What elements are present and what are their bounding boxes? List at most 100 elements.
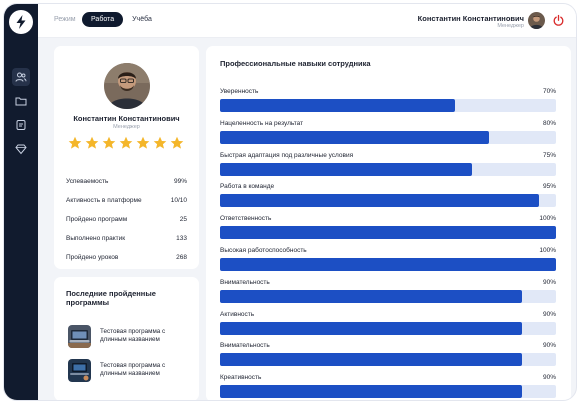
star-icon <box>170 136 184 149</box>
skill-bar-fill <box>220 226 556 240</box>
skill-row: Нацеленность на результат 80% <box>220 120 556 144</box>
stat-label: Выполнено практик <box>66 235 126 242</box>
star-icon <box>153 136 167 149</box>
profile-role: Менеджер <box>113 124 140 130</box>
top-bar: Режим Работа Учёба Константин Константин… <box>38 4 576 38</box>
skill-bar-track <box>220 194 556 208</box>
skill-bar-track <box>220 226 556 240</box>
sidebar-item-documents[interactable] <box>12 116 30 134</box>
stat-row: Пройдено программ 25 <box>66 216 187 226</box>
skill-label: Уверенность <box>220 88 259 95</box>
star-icon <box>119 136 133 149</box>
sidebar-item-users[interactable] <box>12 68 30 86</box>
recent-programs-title: Последние пройденные программы <box>66 289 156 307</box>
stat-label: Пройдено уроков <box>66 254 119 261</box>
skill-bar-fill <box>220 385 523 399</box>
app-frame: Режим Работа Учёба Константин Константин… <box>3 3 577 401</box>
logo-icon[interactable] <box>9 10 33 34</box>
workspace-photo-icon <box>68 359 91 382</box>
stat-label: Активность в платформе <box>66 197 142 204</box>
skill-label: Нацеленность на результат <box>220 119 304 127</box>
skills-card: Профессиональные навыки сотрудника Увере… <box>206 46 571 400</box>
skill-bar-track <box>220 258 556 271</box>
skill-row: Работа в команде 95% <box>220 183 556 208</box>
skill-percent: 70% <box>542 88 556 95</box>
power-button[interactable] <box>552 14 565 27</box>
star-icon <box>85 136 99 149</box>
star-icon <box>68 136 82 149</box>
recent-programs-card: Последние пройденные программы Тестовая … <box>54 277 199 400</box>
document-icon <box>16 120 26 130</box>
skill-bar-fill <box>220 258 556 271</box>
skill-percent: 90% <box>542 310 556 318</box>
skill-label: Креативность <box>220 374 262 382</box>
stat-value: 268 <box>176 254 187 261</box>
skill-percent: 95% <box>542 183 556 191</box>
stat-value: 25 <box>179 216 187 223</box>
stat-row: Пройдено уроков 268 <box>66 254 187 264</box>
skill-bar-track <box>220 321 556 335</box>
skill-label: Быстрая адаптация под различные условия <box>220 151 354 159</box>
skill-bar-fill <box>220 321 523 335</box>
sidebar-item-folder[interactable] <box>12 92 30 110</box>
skill-label: Активность <box>220 310 255 318</box>
profile-card: Константин Константинович Менеджер Успев… <box>54 46 199 269</box>
skill-bar-fill <box>220 99 456 112</box>
stat-value: 10/10 <box>170 197 187 204</box>
skill-percent: 90% <box>542 278 556 286</box>
skill-percent: 90% <box>542 374 556 382</box>
stat-label: Пройдено программ <box>66 216 128 223</box>
skill-percent: 100% <box>539 247 556 254</box>
skill-percent: 90% <box>542 342 556 350</box>
skill-label: Внимательность <box>220 278 270 286</box>
program-item[interactable]: Тестовая программа с длинным названием <box>66 359 191 383</box>
skill-bar-track <box>220 162 556 176</box>
mode-study-button[interactable]: Учёба <box>132 16 152 23</box>
program-title: Тестовая программа с длинным названием <box>100 362 166 377</box>
skill-bar-fill <box>220 194 540 208</box>
avatar-photo-icon <box>528 12 545 29</box>
sidebar-item-achievements[interactable] <box>12 140 30 158</box>
skill-row: Креативность 90% <box>220 374 556 399</box>
program-item[interactable]: Тестовая программа с длинным названием <box>66 325 191 349</box>
header-avatar[interactable] <box>528 12 545 29</box>
stat-row: Активность в платформе 10/10 <box>66 197 187 207</box>
profile-avatar <box>104 63 150 109</box>
skill-row: Уверенность 70% <box>220 88 556 112</box>
skill-row: Активность 90% <box>220 311 556 335</box>
stat-value: 133 <box>176 235 187 242</box>
skill-bar-track <box>220 289 556 303</box>
skill-bar-track <box>220 385 556 399</box>
skill-row: Ответственность 100% <box>220 215 556 240</box>
skill-row: Высокая работоспособность 100% <box>220 247 556 271</box>
star-icon <box>102 136 116 149</box>
program-thumbnail <box>68 325 91 348</box>
power-icon <box>553 14 564 26</box>
skills-title: Профессиональные навыки сотрудника <box>220 59 371 68</box>
skill-bar-fill <box>220 289 523 303</box>
rating-stars <box>68 136 184 150</box>
star-icon <box>136 136 150 149</box>
skill-percent: 75% <box>542 151 556 159</box>
skill-row: Внимательность 90% <box>220 342 556 367</box>
skill-percent: 100% <box>539 215 556 223</box>
mode-label: Режим <box>54 16 76 23</box>
stat-value: 99% <box>173 178 187 185</box>
sidebar <box>4 4 38 400</box>
header-user-name[interactable]: Константин Константинович <box>417 14 524 23</box>
mode-work-button[interactable]: Работа <box>82 12 124 27</box>
laptop-photo-icon <box>68 325 91 348</box>
program-title: Тестовая программа с длинным названием <box>100 328 166 343</box>
skill-label: Внимательность <box>220 342 270 350</box>
skill-bar-fill <box>220 162 472 176</box>
skill-label: Высокая работоспособность <box>220 247 307 254</box>
lightning-logo-icon <box>16 15 26 29</box>
skill-row: Внимательность 90% <box>220 279 556 303</box>
program-thumbnail <box>68 359 91 382</box>
skill-bar-track <box>220 353 556 367</box>
folder-icon <box>15 97 27 106</box>
skill-bar-track <box>220 130 556 144</box>
profile-photo-icon <box>104 63 150 109</box>
stat-label: Успеваемость <box>66 178 109 185</box>
skill-label: Ответственность <box>220 215 272 223</box>
